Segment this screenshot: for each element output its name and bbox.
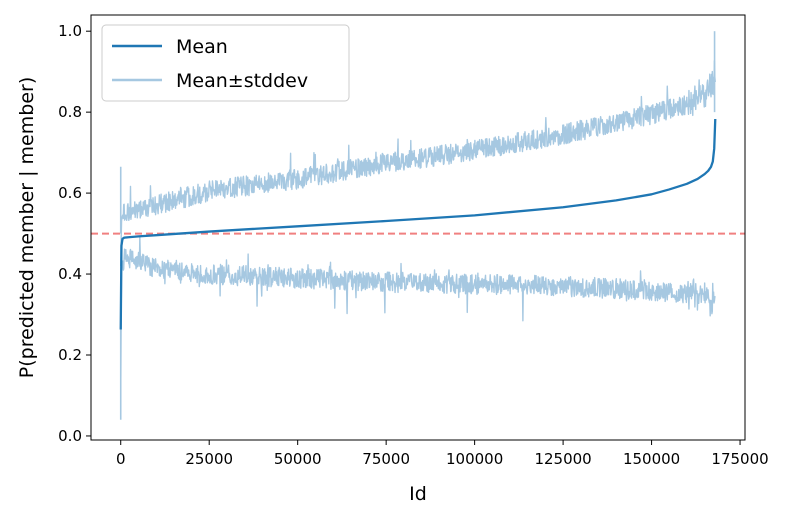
y-tick-label: 0.4 bbox=[58, 265, 82, 283]
legend-label-stddev: Mean±stddev bbox=[176, 70, 308, 92]
mean-series bbox=[119, 118, 717, 330]
y-tick-label: 0.8 bbox=[58, 103, 82, 121]
legend-label-mean: Mean bbox=[176, 36, 228, 58]
x-tick-label: 50000 bbox=[274, 450, 322, 468]
x-tick-label: 75000 bbox=[362, 450, 410, 468]
x-tick-label: 25000 bbox=[185, 450, 233, 468]
plot-frame bbox=[90, 14, 746, 441]
x-axis-label: Id bbox=[409, 483, 427, 505]
legend-box bbox=[101, 24, 350, 102]
x-tick-label: 150000 bbox=[623, 450, 680, 468]
mean-line bbox=[119, 118, 717, 330]
x-tick-label: 175000 bbox=[711, 450, 768, 468]
y-axis: 0.0 0.2 0.4 0.6 0.8 1.0 bbox=[58, 22, 91, 445]
y-axis-label: P(predicted member | member) bbox=[16, 77, 38, 378]
y-tick-label: 1.0 bbox=[58, 22, 82, 40]
stddev-lower-line bbox=[120, 236, 716, 394]
stddev-band bbox=[119, 31, 716, 420]
x-tick-label: 100000 bbox=[446, 450, 503, 468]
y-tick-label: 0.0 bbox=[58, 427, 82, 445]
y-tick-label: 0.2 bbox=[58, 346, 82, 364]
legend: Mean Mean±stddev bbox=[101, 24, 350, 102]
y-tick-label: 0.6 bbox=[58, 184, 82, 202]
x-tick-label: 125000 bbox=[534, 450, 591, 468]
x-tick-label: 0 bbox=[116, 450, 126, 468]
x-axis: 0 25000 50000 75000 100000 125000 150000 175000 bbox=[116, 440, 769, 468]
stddev-upper-line bbox=[120, 60, 716, 266]
